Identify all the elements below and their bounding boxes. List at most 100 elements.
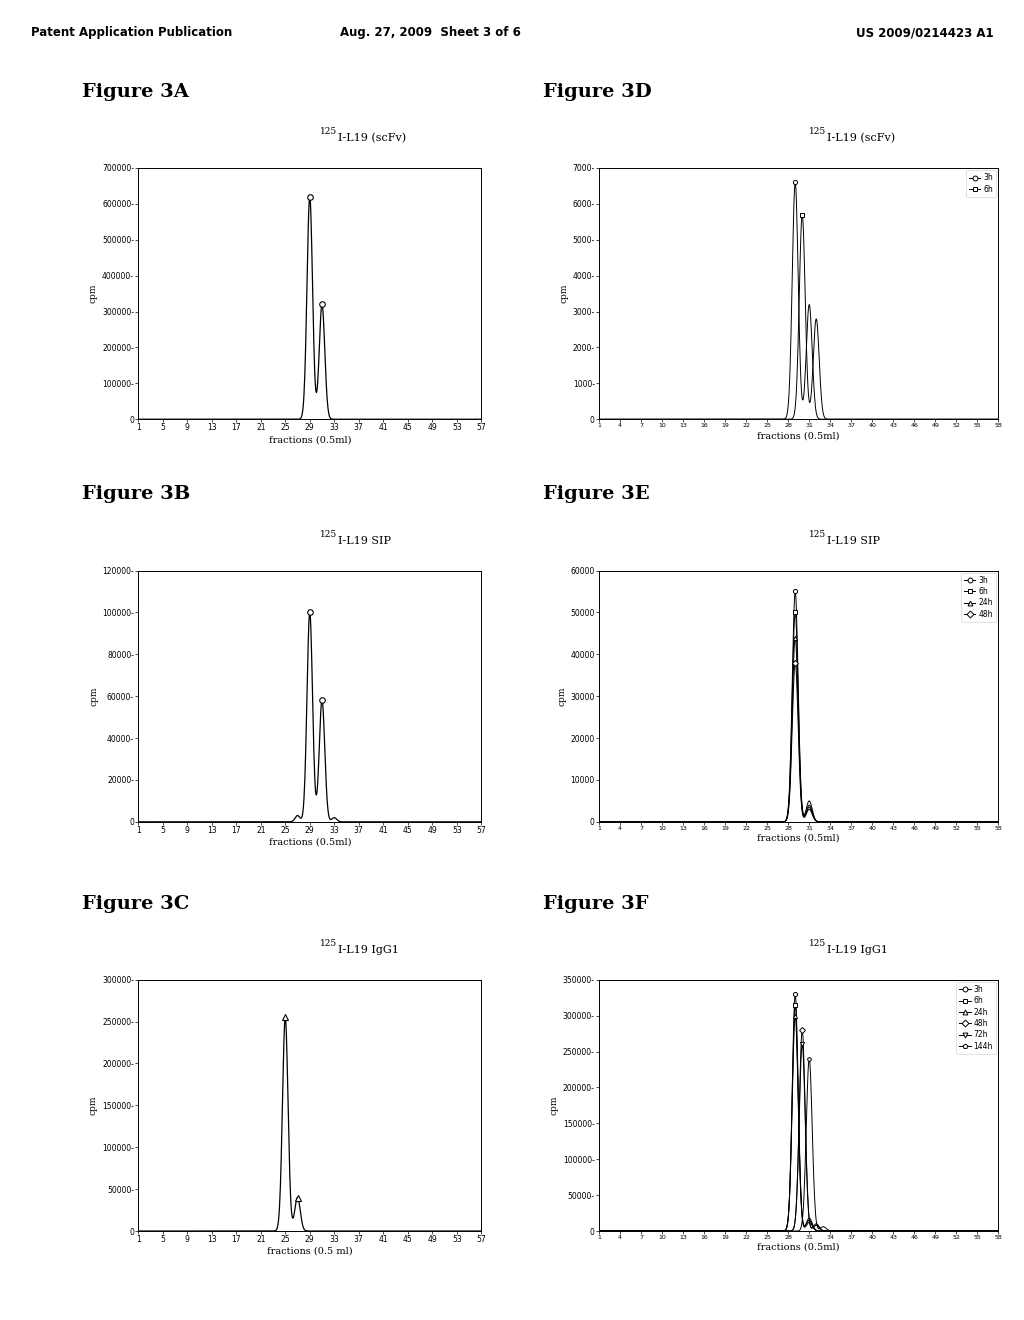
- 48h: [825, 1224, 838, 1239]
- Line: 24h: 24h: [599, 638, 998, 822]
- 48h: [825, 814, 838, 830]
- Text: 125: 125: [319, 128, 337, 136]
- Line: 72h: 72h: [599, 1045, 998, 1232]
- Line: 3h: 3h: [599, 995, 998, 1232]
- 3h: [617, 814, 630, 830]
- X-axis label: fractions (0.5 ml): fractions (0.5 ml): [267, 1247, 352, 1255]
- 48h: [593, 1224, 605, 1239]
- Text: Figure 3A: Figure 3A: [82, 83, 188, 100]
- 72h: [896, 1224, 908, 1239]
- Line: 48h: 48h: [599, 1031, 998, 1232]
- 48h: [617, 814, 630, 830]
- 24h: [896, 814, 908, 830]
- 24h: [593, 814, 605, 830]
- 3h: [896, 814, 908, 830]
- Y-axis label: cpm: cpm: [559, 284, 568, 304]
- Text: 125: 125: [319, 940, 337, 948]
- Y-axis label: cpm: cpm: [89, 1096, 98, 1115]
- 72h: [797, 1038, 809, 1053]
- Line: 48h: 48h: [599, 663, 998, 822]
- Line: 6h: 6h: [599, 1006, 998, 1232]
- 6h: [797, 207, 809, 223]
- 144h: [896, 1224, 908, 1239]
- 48h: [848, 1224, 860, 1239]
- Text: Figure 3F: Figure 3F: [543, 895, 648, 912]
- 6h: [992, 814, 1005, 830]
- 48h: [937, 814, 949, 830]
- 3h: [836, 1224, 848, 1239]
- Text: US 2009/0214423 A1: US 2009/0214423 A1: [856, 26, 993, 40]
- 48h: [836, 1224, 848, 1239]
- 24h: [788, 1008, 801, 1024]
- Legend: 3h, 6h: 3h, 6h: [966, 170, 996, 197]
- 144h: [825, 1224, 838, 1239]
- Text: I-L19 (scFv): I-L19 (scFv): [338, 133, 407, 143]
- 6h: [836, 412, 848, 428]
- Y-axis label: cpm: cpm: [89, 686, 98, 706]
- Text: I-L19 SIP: I-L19 SIP: [827, 536, 881, 545]
- 3h: [836, 412, 848, 428]
- 24h: [617, 1224, 630, 1239]
- 3h: [593, 1224, 605, 1239]
- Text: 125: 125: [809, 128, 826, 136]
- 3h: [788, 176, 801, 191]
- 144h: [937, 1224, 949, 1239]
- 6h: [825, 814, 838, 830]
- 3h: [788, 585, 801, 601]
- 6h: [992, 412, 1005, 428]
- 6h: [848, 814, 860, 830]
- Text: I-L19 SIP: I-L19 SIP: [338, 536, 391, 545]
- 48h: [937, 1224, 949, 1239]
- 3h: [992, 814, 1005, 830]
- 3h: [836, 814, 848, 830]
- 48h: [797, 1023, 809, 1039]
- 6h: [848, 1224, 860, 1239]
- Legend: 3h, 6h, 24h, 48h: 3h, 6h, 24h, 48h: [961, 573, 996, 622]
- 3h: [617, 412, 630, 428]
- 72h: [836, 1224, 848, 1239]
- 3h: [788, 987, 801, 1003]
- 48h: [836, 814, 848, 830]
- 3h: [896, 1224, 908, 1239]
- 3h: [992, 412, 1005, 428]
- 144h: [848, 1224, 860, 1239]
- 72h: [825, 1224, 838, 1239]
- 3h: [848, 814, 860, 830]
- Line: 24h: 24h: [599, 1016, 998, 1232]
- 24h: [937, 1224, 949, 1239]
- 48h: [992, 1224, 1005, 1239]
- 6h: [896, 814, 908, 830]
- 6h: [836, 814, 848, 830]
- Text: 125: 125: [319, 531, 337, 539]
- 6h: [617, 1224, 630, 1239]
- 24h: [593, 1224, 605, 1239]
- Text: Patent Application Publication: Patent Application Publication: [31, 26, 232, 40]
- X-axis label: fractions (0.5ml): fractions (0.5ml): [268, 436, 351, 444]
- Text: Aug. 27, 2009  Sheet 3 of 6: Aug. 27, 2009 Sheet 3 of 6: [340, 26, 520, 40]
- 6h: [937, 412, 949, 428]
- X-axis label: fractions (0.5ml): fractions (0.5ml): [758, 1243, 840, 1251]
- 24h: [825, 1224, 838, 1239]
- Line: 144h: 144h: [599, 1059, 998, 1232]
- 144h: [803, 1051, 815, 1067]
- 6h: [896, 412, 908, 428]
- 48h: [896, 1224, 908, 1239]
- 144h: [992, 1224, 1005, 1239]
- 72h: [848, 1224, 860, 1239]
- 24h: [848, 814, 860, 830]
- 6h: [593, 1224, 605, 1239]
- X-axis label: fractions (0.5ml): fractions (0.5ml): [758, 834, 840, 842]
- 6h: [896, 1224, 908, 1239]
- 3h: [896, 412, 908, 428]
- 6h: [617, 412, 630, 428]
- Y-axis label: cpm: cpm: [89, 284, 98, 304]
- 48h: [593, 814, 605, 830]
- 48h: [617, 1224, 630, 1239]
- 48h: [848, 814, 860, 830]
- 24h: [992, 1224, 1005, 1239]
- 6h: [788, 998, 801, 1014]
- 24h: [825, 814, 838, 830]
- 144h: [617, 1224, 630, 1239]
- 24h: [848, 1224, 860, 1239]
- 72h: [992, 1224, 1005, 1239]
